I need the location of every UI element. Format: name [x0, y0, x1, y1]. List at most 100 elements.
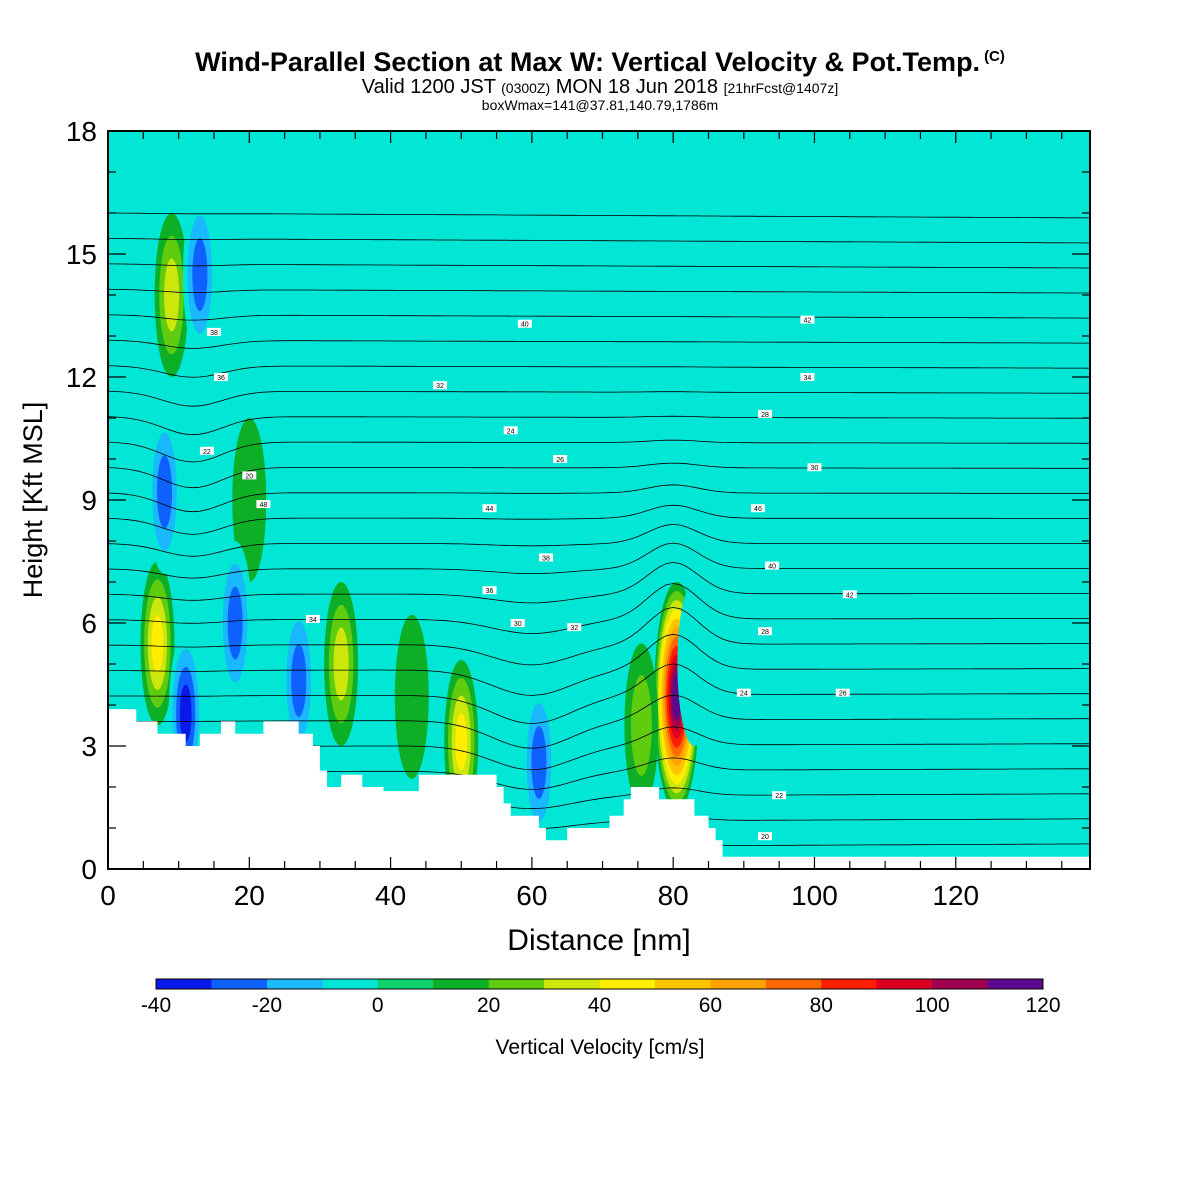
y-tick-label: 18 [66, 116, 97, 147]
theta-label: 44 [486, 506, 494, 513]
theta-contour [108, 238, 1090, 244]
updraft-4-level [164, 258, 180, 332]
theta-label-bg [539, 553, 554, 562]
theta-label: 28 [761, 412, 769, 419]
theta-label-bg [750, 504, 765, 513]
theta-label-bg [503, 426, 518, 435]
x-axis-label: Distance [nm] [507, 924, 690, 957]
colorbar-swatch [156, 979, 212, 989]
theta-label-bg [433, 381, 448, 390]
chart-title-block: Wind-Parallel Section at Max W: Vertical… [0, 42, 1200, 112]
x-tick-label: 40 [375, 880, 406, 911]
theta-contour [108, 314, 1090, 321]
colorbar-swatch [544, 979, 600, 989]
theta-label: 32 [436, 383, 444, 390]
colorbar-swatch [377, 979, 434, 989]
colorbar-tick-label: 100 [915, 994, 950, 1017]
theta-label: 48 [260, 502, 268, 509]
chart-title-text: Wind-Parallel Section at Max W: Vertical… [195, 47, 981, 77]
colorbar-frame [155, 978, 1044, 990]
theta-label: 38 [542, 555, 550, 562]
theta-label-bg [736, 688, 751, 697]
theta-label-bg [214, 373, 229, 381]
theta-contour [108, 365, 1090, 378]
forecast-run: [21hrFcst@1407z] [723, 80, 839, 96]
theta-contour [108, 212, 1090, 219]
valid-utc: (0300Z) [501, 80, 551, 96]
downdraft-11-level [291, 643, 307, 717]
theta-label: 42 [846, 592, 854, 599]
colorbar-tick-label: 20 [477, 994, 500, 1017]
theta-contour [108, 439, 1090, 463]
box-wmax-label: boxWmax=141@37.81,140.79,1786m [481, 97, 719, 113]
theta-label: 22 [203, 449, 211, 456]
y-tick-label: 9 [81, 485, 97, 516]
chart-title: Wind-Parallel Section at Max W: Vertical… [0, 42, 1200, 77]
theta-contour [108, 415, 1090, 436]
theta-label-bg [256, 500, 271, 509]
copyright-mark: (C) [984, 48, 1005, 65]
x-tick-label: 20 [234, 880, 265, 911]
theta-contour [108, 504, 1090, 535]
x-tick-label: 100 [791, 880, 838, 911]
theta-label-bg [800, 373, 815, 381]
x-tick-label: 60 [516, 880, 547, 911]
theta-label: 22 [775, 793, 783, 800]
y-tick-label: 15 [66, 239, 97, 270]
updraft-0-level [673, 682, 680, 712]
x-tick-label: 80 [658, 880, 689, 911]
colorbar-tick-label: 0 [372, 994, 384, 1017]
y-tick-label: 12 [66, 362, 97, 393]
y-axis-label: Height [Kft MSL] [18, 402, 48, 599]
theta-label-bg [553, 455, 568, 463]
downdraft-8-level [179, 684, 192, 742]
theta-contour [108, 288, 1090, 294]
theta-label: 34 [309, 617, 317, 624]
theta-label: 32 [570, 625, 578, 632]
theta-label-bg [206, 327, 221, 336]
y-tick-label: 0 [81, 854, 97, 885]
colorbar-tick-label: 40 [588, 994, 611, 1017]
downdraft-10-level [531, 725, 547, 799]
theta-contour [108, 484, 1090, 513]
theta-label: 24 [507, 428, 515, 435]
colorbar-swatch [876, 979, 933, 989]
theta-label: 20 [245, 473, 253, 480]
y-tick-label: 6 [81, 608, 97, 639]
theta-contour [108, 542, 1090, 579]
theta-label-bg [482, 504, 497, 513]
updraft-2-level [151, 614, 164, 673]
theta-contour [108, 583, 1090, 635]
downdraft-12-level [192, 238, 208, 311]
theta-label: 30 [811, 465, 819, 472]
downdraft-9-level [156, 455, 173, 529]
theta-contour [108, 523, 1090, 557]
theta-label-bg [835, 688, 850, 697]
theta-label: 20 [761, 834, 769, 841]
theta-label: 38 [210, 330, 218, 337]
theta-label-bg [758, 409, 773, 418]
theta-label-bg [800, 315, 815, 324]
colorbar-swatch [266, 979, 323, 989]
valid-date: MON 18 Jun 2018 [555, 76, 719, 98]
colorbar-tick-label: -20 [252, 994, 282, 1017]
theta-contour [108, 263, 1090, 269]
colorbar-tick-label: 120 [1025, 994, 1060, 1017]
theta-label-bg [807, 463, 822, 472]
colorbar-tick-label: 80 [810, 994, 833, 1017]
theta-label: 28 [761, 629, 769, 636]
theta-contour [108, 390, 1090, 407]
colorbar-swatch [322, 979, 379, 989]
theta-label: 26 [839, 691, 847, 698]
theta-contour [108, 462, 1090, 489]
colorbar-swatch [987, 979, 1044, 989]
theta-contour [108, 694, 1090, 749]
theta-label-bg [242, 471, 257, 480]
colorbar-swatch [599, 979, 656, 989]
colorbar-swatch [821, 979, 878, 989]
theta-label: 26 [556, 457, 564, 464]
theta-label-bg [567, 623, 582, 632]
colorbar-swatch [932, 979, 989, 989]
valid-time: Valid 1200 JST [361, 76, 496, 98]
